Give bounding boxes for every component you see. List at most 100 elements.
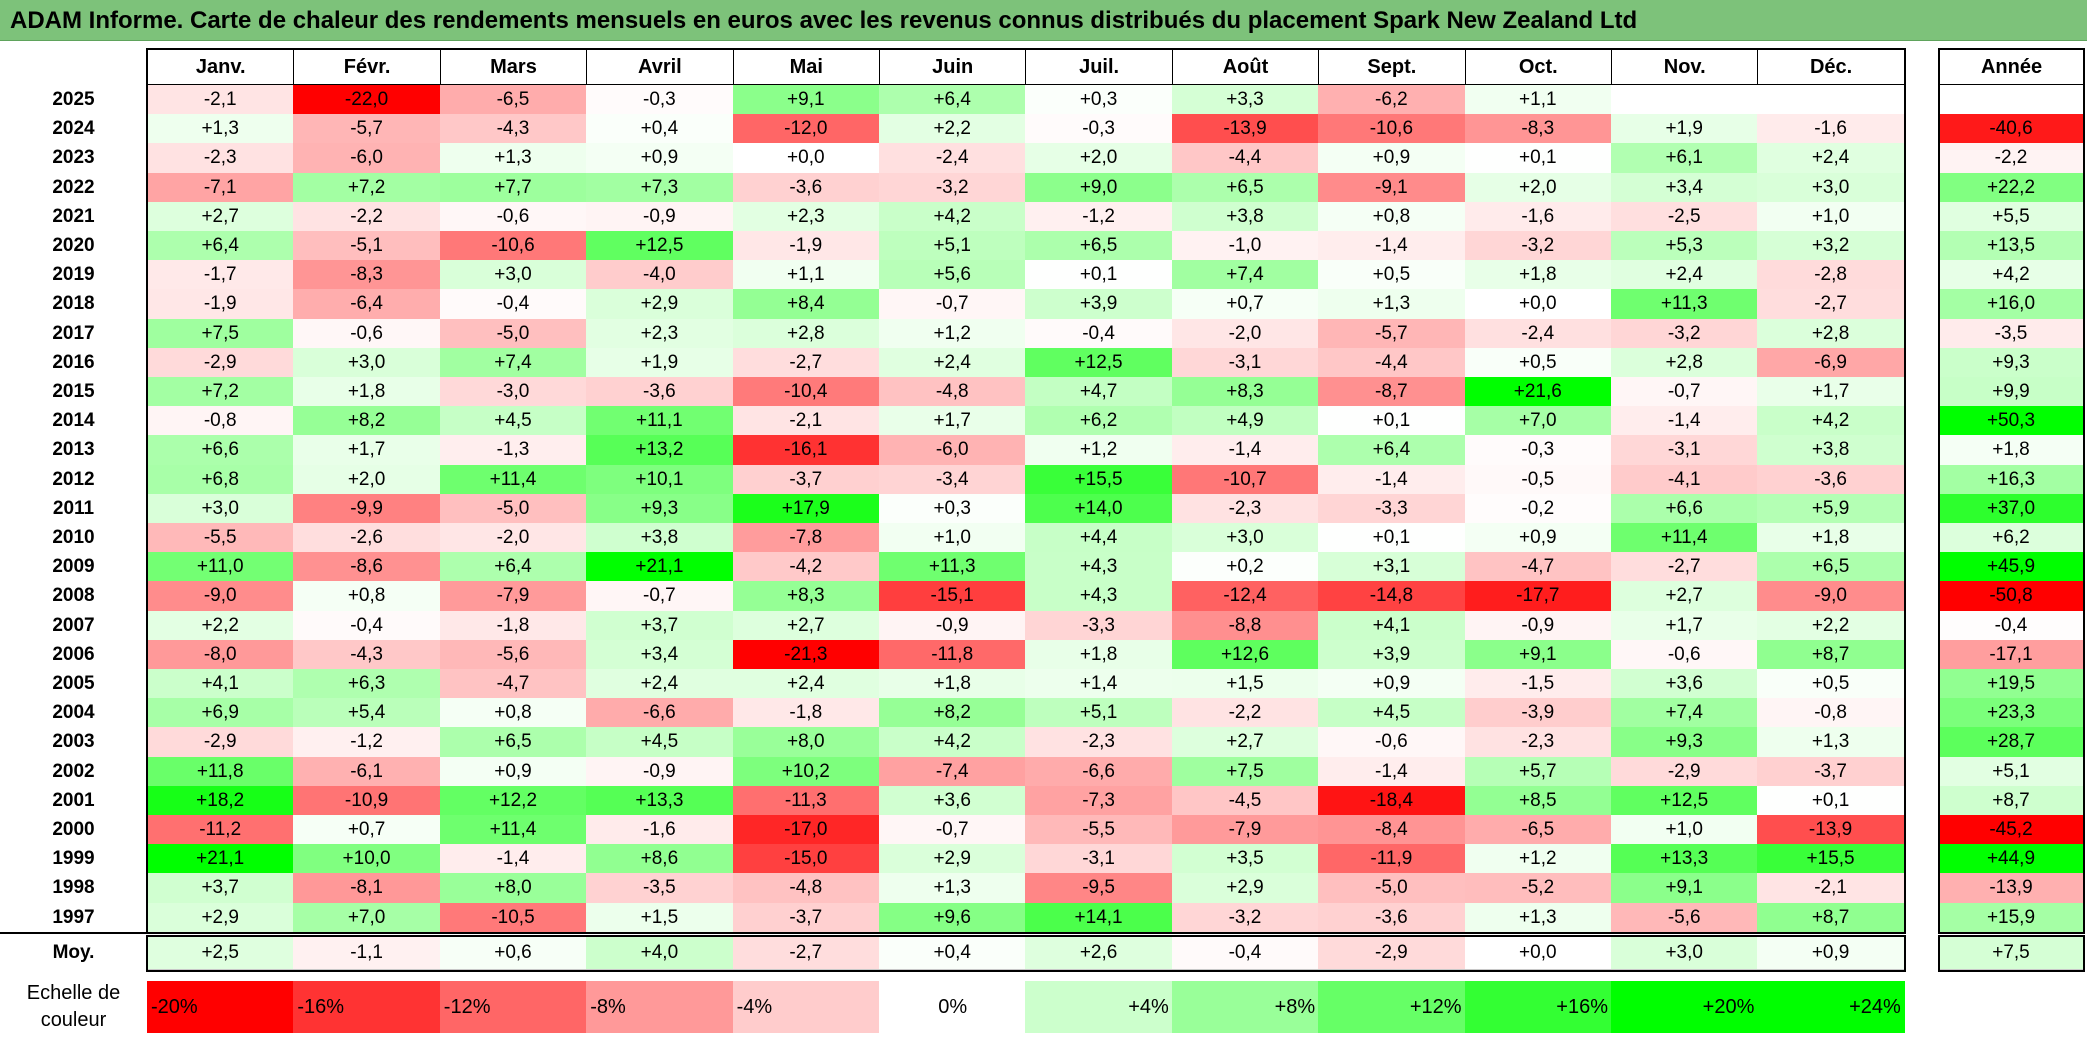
legend-swatch: +16% [1464,981,1612,1033]
annual-cell: +1,8 [1939,435,2084,466]
annual-cell: +6,2 [1939,523,2084,554]
heatmap-cell: +11,3 [879,552,1027,583]
heatmap-cell: +5,1 [1025,698,1173,729]
heatmap-cell: +1,7 [1757,377,1905,408]
heatmap-cell: +1,2 [1464,844,1612,875]
heatmap-cell: -2,3 [1171,493,1320,524]
annual-cell: +50,3 [1939,406,2084,437]
heatmap-cell: +8,6 [586,844,734,875]
heatmap-cell: +4,7 [1025,377,1173,408]
heatmap-cell: +21,1 [147,844,295,875]
year-label: 2023 [52,147,95,169]
heatmap-cell: -1,8 [439,610,588,641]
heatmap-cell: +21,6 [1464,377,1612,408]
heatmap-cell: +0,0 [1464,289,1612,320]
heatmap-cell: +14,1 [1025,902,1173,933]
legend-swatch: -4% [732,981,880,1033]
heatmap-cell: -0,6 [1611,639,1759,670]
heatmap-cell: -8,1 [293,873,441,904]
heatmap-cell: +6,4 [147,231,295,262]
heatmap-cell: +9,0 [1025,172,1173,203]
heatmap-cell: -0,6 [439,201,588,232]
heatmap-cell: +4,1 [147,669,295,700]
heatmap-cell: +12,5 [586,231,734,262]
heatmap-cell: +2,2 [147,610,295,641]
heatmap-cell: -2,0 [1171,318,1320,349]
heatmap-cell: -3,5 [586,873,734,904]
heatmap-cell: +10,0 [293,844,441,875]
heatmap-cell: +2,7 [147,201,295,232]
heatmap-cell: -21,3 [732,639,880,670]
heatmap-cell: +7,2 [147,377,295,408]
heatmap-cell: -0,7 [879,289,1027,320]
heatmap-cell: -6,5 [1464,815,1612,846]
heatmap-cell: +14,0 [1025,493,1173,524]
heatmap-cell: -0,3 [586,85,734,116]
heatmap-cell: +3,0 [439,260,588,291]
heatmap-cell: +12,6 [1171,639,1320,670]
annual-cell: -2,2 [1939,143,2084,174]
heatmap-cell: -3,1 [1025,844,1173,875]
heatmap-cell: -4,4 [1318,347,1466,378]
heatmap-cell: +2,0 [1464,172,1612,203]
heatmap-cell: -13,9 [1757,815,1905,846]
heatmap-cell: -4,8 [879,377,1027,408]
heatmap-cell: +8,3 [1171,377,1320,408]
annual-cell: -45,2 [1939,815,2084,846]
heatmap-cell: +1,8 [879,669,1027,700]
heatmap-cell: -0,2 [1464,493,1612,524]
heatmap-cell: +1,8 [293,377,441,408]
heatmap-cell: -0,9 [586,201,734,232]
heatmap-cell: +7,0 [293,902,441,933]
heatmap-cell: +4,4 [1025,523,1173,554]
annual-cell: +28,7 [1939,727,2084,758]
heatmap-cell: +5,7 [1464,756,1612,787]
heatmap-cell: -1,4 [1318,231,1466,262]
heatmap-cell: +3,8 [1757,435,1905,466]
heatmap-cell: +4,1 [1318,610,1466,641]
year-label: 2009 [52,556,95,578]
heatmap-cell: +11,1 [586,406,734,437]
heatmap-cell: +2,4 [879,347,1027,378]
month-header: Août [1171,48,1320,85]
heatmap-cell: -7,9 [1171,815,1320,846]
heatmap-cell: +7,4 [1171,260,1320,291]
heatmap-cell: +0,1 [1464,143,1612,174]
heatmap-cell: +0,1 [1318,523,1466,554]
heatmap-cell: -2,0 [439,523,588,554]
heatmap-cell: -3,7 [732,464,880,495]
heatmap-cell: -1,4 [1318,464,1466,495]
heatmap-cell: +8,7 [1757,902,1905,933]
heatmap-cell: +6,3 [293,669,441,700]
heatmap-cell: +1,3 [147,114,295,145]
heatmap-cell: +1,0 [1757,201,1905,232]
year-label: 2002 [52,760,95,782]
heatmap-cell: -0,3 [1025,114,1173,145]
heatmap-cell: +1,7 [879,406,1027,437]
heatmap-cell: +3,4 [1611,172,1759,203]
year-label: 2008 [52,585,95,607]
heatmap-cell: -0,8 [1757,698,1905,729]
heatmap-cell: -3,4 [879,464,1027,495]
legend-swatch: -16% [293,981,441,1033]
heatmap-cell: +4,5 [586,727,734,758]
heatmap-cell: +1,0 [1611,815,1759,846]
heatmap-cell: +0,9 [1318,669,1466,700]
heatmap-cell: +0,1 [1757,785,1905,816]
heatmap-cell: -11,2 [147,815,295,846]
heatmap-cell: +1,2 [1025,435,1173,466]
heatmap-cell: +6,6 [1611,493,1759,524]
annual-cell: +44,9 [1939,844,2084,875]
year-label: 2020 [52,235,95,256]
heatmap-cell [1611,85,1759,116]
heatmap-cell: +6,5 [1171,172,1320,203]
month-header: Janv. [147,48,295,85]
heatmap-cell: -10,9 [293,785,441,816]
heatmap-cell: -2,1 [1757,873,1905,904]
heatmap-cell: +1,9 [1611,114,1759,145]
heatmap-cell: +1,5 [1171,669,1320,700]
heatmap-cell: +8,2 [293,406,441,437]
heatmap-cell: +4,5 [1318,698,1466,729]
heatmap-cell: -3,2 [1464,231,1612,262]
heatmap-cell: +0,7 [1171,289,1320,320]
